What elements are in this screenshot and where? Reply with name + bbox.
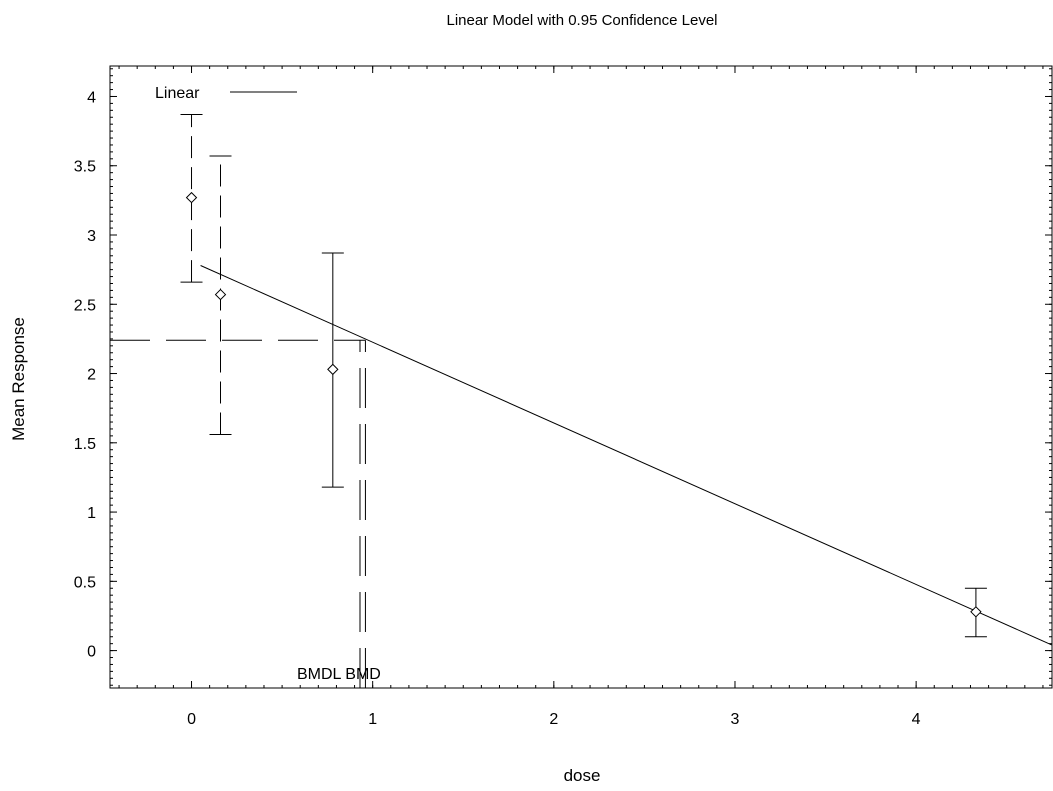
legend-label-linear: Linear xyxy=(155,85,200,102)
x-tick-label: 2 xyxy=(549,711,558,728)
x-axis-label: dose xyxy=(564,766,601,785)
y-tick-label: 0 xyxy=(87,644,96,661)
y-tick-label: 3 xyxy=(87,228,96,245)
x-tick-label: 3 xyxy=(731,711,740,728)
data-point-marker xyxy=(327,363,339,376)
error-bars xyxy=(180,113,987,638)
data-point-marker xyxy=(214,288,227,301)
data-point-marker xyxy=(970,606,982,618)
chart-title: Linear Model with 0.95 Confidence Level xyxy=(446,12,717,29)
y-tick-label: 2.5 xyxy=(74,297,96,314)
data-points xyxy=(185,191,982,618)
data-point-marker xyxy=(185,191,198,204)
x-tick-label: 4 xyxy=(912,711,921,728)
y-tick-label: 4 xyxy=(87,89,96,106)
major-ticks xyxy=(110,66,1052,688)
plot-frame xyxy=(109,65,1053,689)
tick-labels: 0 1 2 3 4 0 0.5 1 1.5 2 2.5 3 3.5 4 xyxy=(74,89,921,728)
minor-ticks xyxy=(110,66,1052,688)
bmd-annotation: BMDL BMD xyxy=(297,666,381,683)
legend: Linear xyxy=(155,85,297,102)
y-tick-label: 1 xyxy=(87,505,96,522)
y-tick-label: 0.5 xyxy=(74,574,96,591)
y-axis-label: Mean Response xyxy=(9,317,28,441)
y-tick-label: 3.5 xyxy=(74,159,96,176)
y-tick-label: 1.5 xyxy=(74,436,96,453)
y-tick-label: 2 xyxy=(87,367,96,384)
bmd-lines xyxy=(110,339,366,688)
x-tick-label: 0 xyxy=(187,711,196,728)
fit-layer xyxy=(200,265,1053,646)
fit-line-linear xyxy=(200,265,1053,646)
x-tick-label: 1 xyxy=(368,711,377,728)
